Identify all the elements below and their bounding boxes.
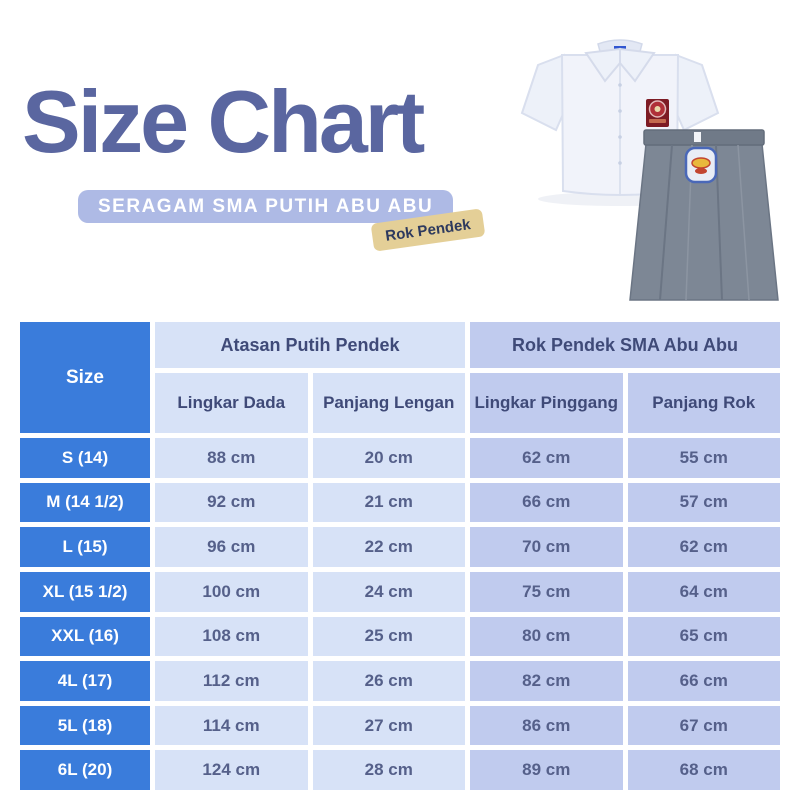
table-cell: 89 cm xyxy=(470,750,623,790)
table-cell: 26 cm xyxy=(312,661,465,701)
table-cell: 28 cm xyxy=(312,750,465,790)
size-row-label: M (14 1/2) xyxy=(20,482,150,523)
skirt-brand-patch xyxy=(684,132,718,184)
table-cell: 70 cm xyxy=(470,527,623,567)
column-header-lingkar-dada: Lingkar Dada xyxy=(155,373,308,433)
table-cell: 96 cm xyxy=(155,527,308,567)
table-cell: 25 cm xyxy=(312,616,465,657)
table-cell: 92 cm xyxy=(155,482,308,523)
shirt-chest-badge xyxy=(646,99,669,127)
table-cell: 75 cm xyxy=(470,571,623,612)
table-cell: 112 cm xyxy=(155,661,308,701)
table-cell: 66 cm xyxy=(470,482,623,523)
table-cell: 57 cm xyxy=(627,482,780,523)
table-cell: 80 cm xyxy=(470,616,623,657)
table-cell: 100 cm xyxy=(155,571,308,612)
page-title: Size Chart xyxy=(22,72,425,171)
table-cell: 66 cm xyxy=(627,661,780,701)
column-header-lingkar-pinggang: Lingkar Pinggang xyxy=(470,373,623,433)
table-cell: 88 cm xyxy=(155,438,308,478)
size-row-label: 6L (20) xyxy=(20,750,150,790)
size-row-label: XL (15 1/2) xyxy=(20,571,150,612)
grey-skirt-image xyxy=(629,129,779,301)
size-row-label: S (14) xyxy=(20,438,150,478)
table-cell: 124 cm xyxy=(155,750,308,790)
table-cell: 62 cm xyxy=(470,438,623,478)
column-header-size: Size xyxy=(20,322,150,433)
table-cell: 82 cm xyxy=(470,661,623,701)
column-header-panjang-rok: Panjang Rok xyxy=(627,373,780,433)
table-cell: 20 cm xyxy=(312,438,465,478)
table-cell: 65 cm xyxy=(627,616,780,657)
column-header-panjang-lengan: Panjang Lengan xyxy=(312,373,465,433)
size-row-label: 5L (18) xyxy=(20,705,150,746)
size-row-label: 4L (17) xyxy=(20,661,150,701)
table-cell: 22 cm xyxy=(312,527,465,567)
group-header-skirt: Rok Pendek SMA Abu Abu xyxy=(470,322,780,368)
table-cell: 62 cm xyxy=(627,527,780,567)
uniform-product-photo xyxy=(520,39,779,301)
group-header-shirt: Atasan Putih Pendek xyxy=(155,322,465,368)
table-cell: 86 cm xyxy=(470,705,623,746)
table-cell: 55 cm xyxy=(627,438,780,478)
table-cell: 67 cm xyxy=(627,705,780,746)
table-cell: 68 cm xyxy=(627,750,780,790)
table-cell: 108 cm xyxy=(155,616,308,657)
table-cell: 21 cm xyxy=(312,482,465,523)
table-cell: 64 cm xyxy=(627,571,780,612)
subtitle-badge: SERAGAM SMA PUTIH ABU ABU xyxy=(78,190,454,223)
size-table: Size Atasan Putih Pendek Rok Pendek SMA … xyxy=(20,322,780,790)
size-row-label: L (15) xyxy=(20,527,150,567)
size-row-label: XXL (16) xyxy=(20,616,150,657)
table-cell: 24 cm xyxy=(312,571,465,612)
table-cell: 114 cm xyxy=(155,705,308,746)
table-cell: 27 cm xyxy=(312,705,465,746)
